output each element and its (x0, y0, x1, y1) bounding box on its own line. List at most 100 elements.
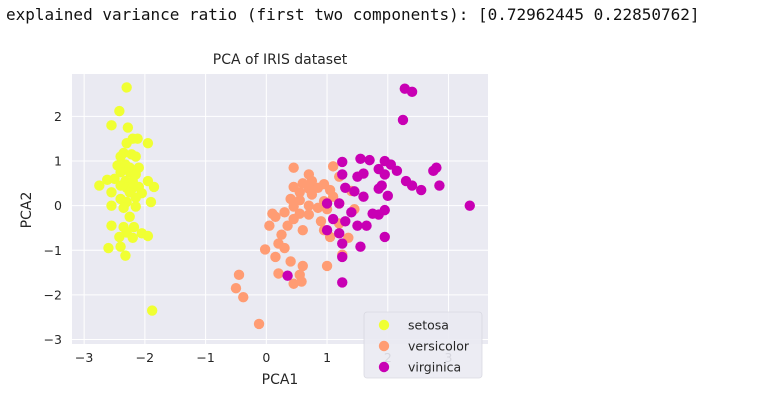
data-point-versicolor (270, 211, 281, 223)
y-tick-label: −3 (44, 332, 62, 347)
data-point-virginica (382, 190, 393, 202)
data-point-setosa (142, 137, 154, 149)
data-point-virginica (321, 224, 333, 236)
data-point-setosa (118, 202, 129, 214)
data-point-setosa (114, 105, 125, 117)
data-point-setosa (103, 242, 114, 254)
data-point-setosa (127, 232, 138, 243)
data-point-setosa (124, 211, 135, 223)
y-axis-label: PCA2 (19, 192, 35, 229)
data-point-virginica (346, 207, 357, 218)
data-point-virginica (358, 191, 369, 202)
data-point-versicolor (321, 260, 333, 272)
data-point-versicolor (312, 202, 324, 214)
data-point-virginica (415, 184, 427, 196)
data-point-virginica (337, 251, 348, 263)
data-point-versicolor (230, 283, 242, 294)
data-point-virginica (340, 182, 351, 194)
data-point-virginica (282, 270, 293, 281)
data-point-setosa (121, 82, 132, 93)
data-point-virginica (406, 86, 418, 98)
x-tick-label: −3 (75, 350, 93, 365)
data-point-setosa (115, 151, 126, 162)
data-point-versicolor (303, 200, 315, 211)
data-point-virginica (334, 198, 345, 209)
y-tick-label: −1 (44, 243, 62, 258)
data-point-virginica (321, 198, 333, 209)
data-point-versicolor (270, 251, 281, 263)
data-point-setosa (106, 120, 117, 131)
data-point-setosa (130, 192, 141, 203)
data-point-versicolor (327, 191, 339, 202)
data-point-versicolor (306, 189, 318, 200)
data-point-virginica (379, 231, 390, 243)
data-point-versicolor (285, 256, 296, 267)
data-point-virginica (352, 220, 363, 231)
data-point-virginica (373, 209, 384, 220)
data-point-virginica (327, 213, 339, 225)
data-point-setosa (130, 151, 141, 162)
data-point-versicolor (297, 224, 308, 236)
data-point-setosa (106, 187, 117, 198)
data-point-virginica (349, 186, 360, 197)
data-point-versicolor (253, 318, 265, 330)
data-point-setosa (132, 133, 143, 144)
data-point-versicolor (288, 278, 299, 289)
data-point-setosa (114, 231, 125, 243)
data-point-virginica (434, 180, 445, 191)
data-point-versicolor (294, 187, 305, 198)
legend-label-setosa: setosa (408, 318, 449, 333)
data-point-setosa (130, 201, 141, 212)
data-point-virginica (352, 171, 363, 182)
y-tick-label: −2 (44, 287, 62, 302)
legend-marker-setosa (378, 319, 390, 331)
data-point-versicolor (297, 260, 308, 272)
data-point-virginica (340, 216, 351, 227)
data-point-setosa (120, 250, 131, 261)
data-point-versicolor (288, 213, 299, 225)
data-point-versicolor (276, 229, 287, 240)
data-point-versicolor (264, 220, 275, 231)
data-point-versicolor (312, 182, 324, 194)
data-point-virginica (397, 114, 409, 126)
data-point-setosa (128, 221, 140, 233)
y-tick-label: 0 (54, 198, 62, 213)
data-point-virginica (355, 153, 366, 164)
data-point-versicolor (282, 220, 293, 231)
data-point-virginica (337, 156, 348, 168)
x-tick-label: −1 (196, 350, 214, 365)
data-point-virginica (391, 165, 403, 177)
data-point-virginica (379, 169, 390, 180)
data-point-versicolor (279, 242, 290, 254)
x-tick-label: 1 (323, 350, 331, 365)
data-point-versicolor (259, 244, 271, 255)
data-point-versicolor (296, 276, 307, 287)
x-axis-label: PCA1 (262, 372, 299, 388)
data-point-versicolor (288, 162, 299, 173)
data-point-virginica (334, 228, 345, 239)
data-point-versicolor (288, 201, 299, 212)
data-point-virginica (406, 180, 418, 191)
legend-label-versicolor: versicolor (408, 339, 470, 354)
data-point-virginica (361, 220, 372, 231)
data-point-setosa (146, 305, 158, 316)
data-point-virginica (373, 183, 384, 194)
data-point-versicolor (233, 269, 245, 281)
data-point-versicolor (327, 161, 339, 172)
legend-box (363, 311, 483, 379)
data-point-virginica (337, 238, 348, 249)
plot-area (72, 74, 488, 344)
data-point-versicolor (273, 268, 284, 279)
data-point-virginica (464, 200, 475, 211)
data-point-versicolor (279, 207, 290, 218)
data-point-virginica (337, 277, 348, 288)
data-point-virginica (355, 241, 366, 252)
legend-marker-virginica (378, 361, 390, 373)
x-tick-label: 0 (262, 350, 270, 365)
y-tick-label: 1 (54, 154, 62, 169)
data-point-setosa (142, 230, 154, 242)
data-point-setosa (102, 174, 113, 185)
data-point-setosa (115, 241, 126, 252)
data-point-setosa (94, 180, 105, 191)
data-point-setosa (106, 220, 117, 231)
